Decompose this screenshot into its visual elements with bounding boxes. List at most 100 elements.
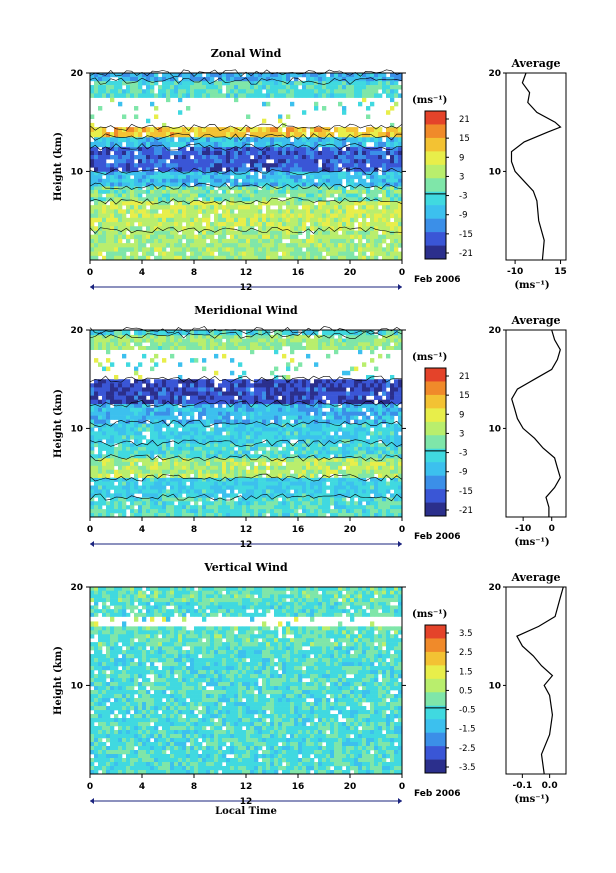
heatmap-cell <box>346 205 351 210</box>
heatmap-cell <box>390 73 395 78</box>
heatmap-cell <box>370 89 375 94</box>
heatmap-cell <box>382 85 387 90</box>
heatmap-cell <box>138 159 143 164</box>
heatmap-cell <box>346 222 351 227</box>
heatmap-cell <box>302 454 307 459</box>
heatmap-cell <box>346 446 351 451</box>
heatmap-cell <box>194 85 199 90</box>
heatmap-cell <box>254 76 259 82</box>
heatmap-cell <box>378 501 383 506</box>
heatmap-cell <box>334 175 339 180</box>
heatmap-cell <box>114 93 119 98</box>
heatmap-cell <box>182 167 187 172</box>
heatmap-cell <box>258 431 263 436</box>
heatmap-cell <box>118 247 123 252</box>
heatmap-cell <box>366 497 371 502</box>
heatmap-cell <box>226 85 231 90</box>
heatmap-cell <box>274 251 279 257</box>
heatmap-cell <box>290 473 295 478</box>
heatmap-cell <box>250 89 255 94</box>
heatmap-cell <box>162 454 167 459</box>
heatmap-cell <box>178 505 183 510</box>
heatmap-cell <box>110 461 115 467</box>
heatmap-cell <box>298 493 303 498</box>
heatmap-cell <box>246 427 251 432</box>
heatmap-cell <box>314 513 319 518</box>
heatmap-cell <box>178 446 183 451</box>
heatmap-cell <box>362 146 367 152</box>
heatmap-cell <box>170 163 175 168</box>
heatmap-cell <box>338 101 343 107</box>
heatmap-cell <box>202 136 207 143</box>
heatmap-cell <box>262 477 267 482</box>
heatmap-cell <box>326 182 331 187</box>
heatmap-cell <box>170 136 175 143</box>
heatmap-cell <box>334 505 339 510</box>
heatmap-cell <box>178 435 183 440</box>
heatmap-cell <box>386 454 391 459</box>
heatmap-cell <box>234 461 239 467</box>
heatmap-cell <box>238 415 243 420</box>
heatmap-cell <box>386 501 391 506</box>
heatmap-cell <box>118 186 123 191</box>
heatmap-cell <box>306 136 311 143</box>
heatmap-cell <box>150 509 155 514</box>
heatmap-cell <box>158 411 163 416</box>
heatmap-cell <box>166 150 171 156</box>
heatmap-cell <box>206 481 211 486</box>
heatmap-cell <box>218 163 223 168</box>
heatmap-cell <box>374 415 379 420</box>
heatmap-cell <box>210 205 215 210</box>
heatmap-cell <box>398 230 403 235</box>
heatmap-cell <box>202 175 207 180</box>
heatmap-cell <box>314 423 319 428</box>
heatmap-cell <box>90 255 95 261</box>
heatmap-cell <box>142 505 147 510</box>
heatmap-cell <box>110 501 115 506</box>
heatmap-cell <box>226 469 231 474</box>
heatmap-cell <box>310 146 315 152</box>
profile-x-label: (ms⁻¹) <box>514 280 549 291</box>
heatmap-cell <box>342 205 347 210</box>
heatmap-cell <box>130 493 135 498</box>
heatmap-cell <box>238 93 243 98</box>
heatmap-cell <box>126 497 131 502</box>
heatmap-cell <box>290 163 295 168</box>
heatmap-cell <box>118 251 123 257</box>
heatmap-cell <box>386 193 391 198</box>
heatmap-cell <box>322 150 327 156</box>
heatmap-cell <box>238 443 243 448</box>
heatmap-cell <box>246 186 251 191</box>
heatmap-cell <box>226 80 231 86</box>
heatmap-cell <box>186 93 191 98</box>
heatmap-cell <box>330 247 335 252</box>
heatmap-cell <box>394 450 399 455</box>
heatmap-cell <box>130 247 135 252</box>
heatmap-cell <box>314 481 319 486</box>
heatmap-cell <box>238 171 243 176</box>
heatmap-cell <box>102 477 107 482</box>
heatmap-cell <box>142 485 147 490</box>
heatmap-cell <box>182 213 187 219</box>
heatmap-cell <box>166 450 171 455</box>
heatmap-cell <box>266 186 271 191</box>
heatmap-cell <box>182 186 187 191</box>
heatmap-cell <box>374 73 379 78</box>
heatmap-cell <box>266 200 271 206</box>
heatmap-cell <box>294 497 299 502</box>
heatmap-cell <box>182 80 187 86</box>
heatmap-cell <box>270 171 275 176</box>
heatmap-cell <box>174 419 179 424</box>
heatmap-cell <box>266 213 271 219</box>
heatmap-cell <box>258 481 263 486</box>
heatmap-cell <box>162 76 167 82</box>
heatmap-cell <box>106 193 111 198</box>
heatmap-cell <box>382 230 387 235</box>
heatmap-cell <box>206 189 211 194</box>
heatmap-cell <box>202 141 207 148</box>
contour-line <box>89 143 403 151</box>
heatmap-cell <box>222 230 227 235</box>
heatmap-cell <box>202 431 207 436</box>
heatmap-cell <box>366 222 371 227</box>
heatmap-cell <box>258 415 263 420</box>
